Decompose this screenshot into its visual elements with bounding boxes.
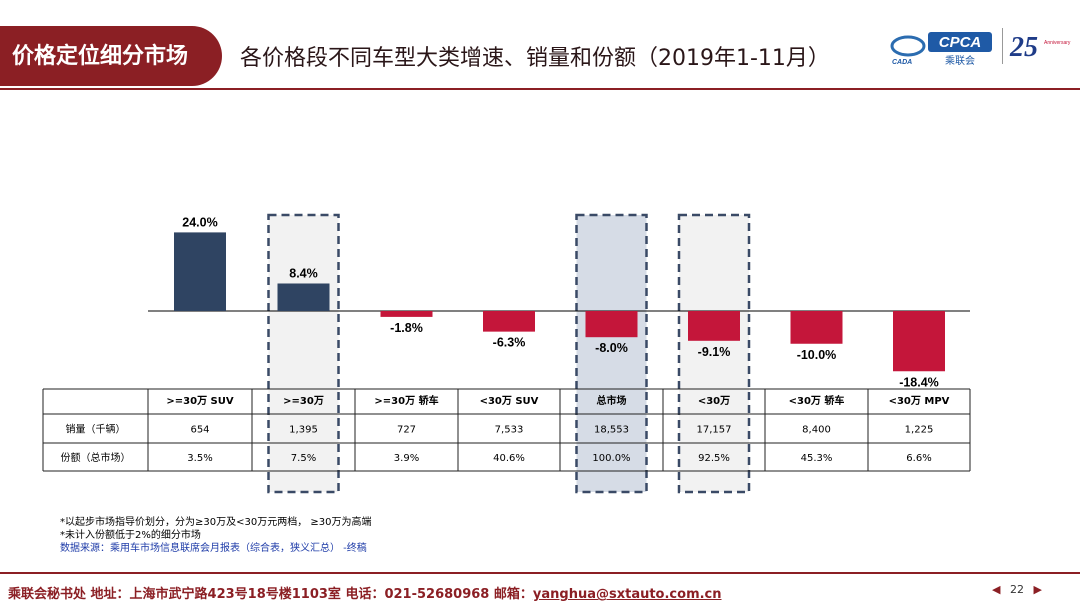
bar-value-label-7: -18.4% [899, 375, 939, 389]
bar-value-label-6: -10.0% [797, 348, 837, 362]
table-row-label-1: 份额（总市场） [61, 451, 131, 464]
anniversary-number: 25 [1009, 32, 1038, 63]
anniversary-logo: 25 Anniversary [1009, 32, 1071, 63]
table-cell-1-2: 3.9% [394, 453, 419, 464]
bar-5 [688, 311, 740, 341]
footer-contact: 乘联会秘书处 地址：上海市武宁路423号18号楼1103室 电话：021-526… [8, 583, 722, 602]
cada-logo-text: CADA [892, 59, 912, 66]
table-cell-1-3: 40.6% [493, 453, 525, 464]
triangle-left-icon[interactable]: ◀ [992, 583, 1001, 596]
footer-address: 乘联会秘书处 地址：上海市武宁路423号18号楼1103室 电话：021-526… [8, 587, 533, 602]
table-header-7: <30万 MPV [889, 395, 950, 407]
table-cell-0-1: 1,395 [289, 425, 318, 436]
highlight-box-5 [677, 213, 751, 494]
table-cell-0-7: 1,225 [905, 425, 934, 436]
table-cell-0-5: 17,157 [697, 425, 732, 436]
bar-7 [893, 311, 945, 372]
table-header-5: <30万 [698, 395, 730, 407]
anniversary-label: Anniversary [1044, 40, 1071, 46]
bar-value-label-0: 24.0% [182, 215, 217, 229]
table-header-1: >=30万 [283, 395, 324, 407]
table-cell-0-0: 654 [190, 425, 209, 436]
table-header-2: >=30万 轿车 [374, 394, 438, 407]
bar-2 [380, 311, 433, 317]
table-cell-0-4: 18,553 [594, 425, 629, 436]
table-cell-0-3: 7,533 [495, 425, 524, 436]
highlight-box-1 [267, 213, 340, 494]
bar-value-label-5: -9.1% [698, 345, 731, 359]
footnote-2: *未计入份额低于2%的细分市场 [60, 530, 201, 541]
growth-chart: 24.0% 8.4% -1.8% -6.3% -8.0% -9.1% -10.0% -18.4… [42, 213, 971, 494]
table-cell-0-2: 727 [397, 425, 416, 436]
footer-email-link[interactable]: yanghua@sxtauto.com.cn [532, 587, 722, 602]
table-cell-1-5: 92.5% [698, 453, 730, 464]
table-cell-1-1: 7.5% [291, 453, 316, 464]
bar-4 [585, 311, 638, 338]
page-title: 各价格段不同车型大类增速、销量和份额（2019年1-11月） [240, 46, 830, 71]
cpca-logo-sub: 乘联会 [945, 54, 975, 67]
table-header-3: <30万 SUV [480, 395, 539, 407]
table-header-6: <30万 轿车 [789, 394, 845, 407]
bar-0 [174, 232, 226, 311]
data-source-note: 数据来源：乘用车市场信息联席会月报表（综合表，狭义汇总） -终稿 [60, 543, 367, 554]
footnote-1: *以起步市场指导价划分，分为≥30万及<30万元两档， ≥30万为高端 [60, 517, 372, 528]
table-cell-1-0: 3.5% [187, 453, 212, 464]
page-nav: ◀ 22 ▶ [992, 583, 1042, 596]
bar-value-label-3: -6.3% [493, 336, 526, 350]
footer-divider [0, 572, 1080, 574]
table-header-0: >=30万 SUV [166, 395, 233, 407]
section-tag-label: 价格定位细分市场 [12, 44, 189, 69]
bar-value-label-1: 8.4% [289, 266, 318, 280]
table-cell-1-6: 45.3% [801, 453, 833, 464]
cpca-logo-text: CPCA [939, 34, 982, 51]
triangle-right-icon[interactable]: ▶ [1033, 583, 1042, 596]
logo-divider [1002, 28, 1003, 64]
table-cell-0-6: 8,400 [802, 425, 831, 436]
highlight-box-4 [575, 213, 648, 494]
table-header-4: 总市场 [597, 394, 627, 407]
section-tag: 价格定位细分市场 [0, 26, 222, 86]
bar-value-label-4: -8.0% [595, 341, 628, 355]
bar-1 [277, 283, 330, 311]
page-number: 22 [1009, 583, 1024, 596]
bar-3 [483, 311, 535, 332]
bar-6 [790, 311, 843, 344]
cpca-logo-swoosh [890, 35, 926, 57]
header-divider [0, 88, 1080, 90]
table-row-label-0: 销量（千辆） [66, 423, 126, 436]
cpca-logo-box [928, 32, 992, 52]
table-cell-1-4: 100.0% [592, 453, 630, 464]
bar-value-label-2: -1.8% [390, 321, 423, 335]
cpca-logo: CPCA 乘联会 CADA [890, 32, 992, 67]
table-cell-1-7: 6.6% [906, 453, 931, 464]
